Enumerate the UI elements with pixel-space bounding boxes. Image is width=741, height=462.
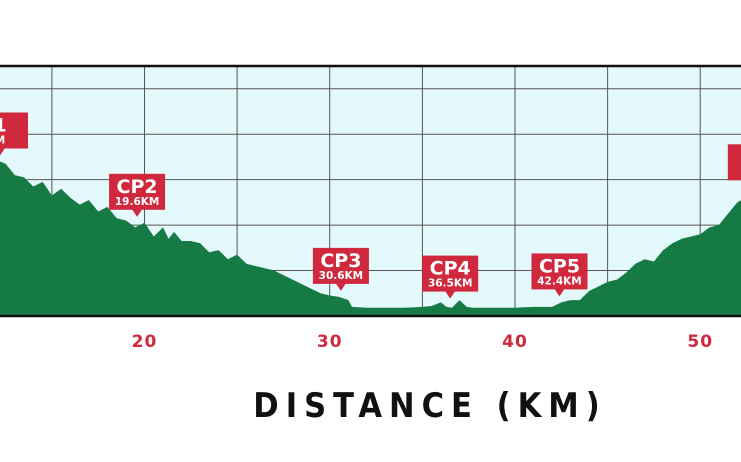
checkpoint-marker	[727, 144, 741, 181]
checkpoint-pointer	[0, 147, 5, 156]
checkpoint-distance: 19.6KM	[115, 196, 160, 208]
checkpoint-box	[422, 255, 479, 292]
checkpoint-box	[312, 247, 369, 284]
checkpoint-name: CP3	[320, 250, 361, 272]
checkpoint-box	[727, 144, 741, 181]
checkpoint-marker: 1M	[0, 112, 28, 156]
checkpoint-name: 1	[0, 115, 7, 137]
checkpoint-name: CP5	[539, 255, 580, 277]
checkpoint-pointer	[132, 209, 143, 217]
x-tick-label: 50	[687, 332, 713, 352]
checkpoint-distance: 30.6KM	[319, 270, 364, 282]
x-axis-title: DISTANCE (KM)	[253, 386, 606, 426]
checkpoint-pointer	[445, 291, 456, 299]
checkpoint-box	[531, 253, 588, 290]
checkpoint-pointer	[335, 283, 346, 291]
x-tick-label: 30	[317, 332, 343, 352]
checkpoint-box	[109, 173, 166, 210]
checkpoint-distance: 42.4KM	[537, 275, 582, 287]
elevation-area	[0, 161, 741, 316]
x-tick-labels: 20 30 40 50	[132, 332, 713, 352]
checkpoint-name: CP4	[430, 258, 471, 280]
x-tick-label: 20	[132, 332, 158, 352]
checkpoint-distance: 36.5KM	[428, 278, 473, 290]
x-tick-label: 40	[502, 332, 528, 352]
checkpoint-box	[0, 112, 28, 149]
checkpoint-distance: M	[0, 135, 5, 147]
checkpoint-pointer	[554, 288, 565, 297]
checkpoint-name: CP2	[117, 176, 158, 198]
